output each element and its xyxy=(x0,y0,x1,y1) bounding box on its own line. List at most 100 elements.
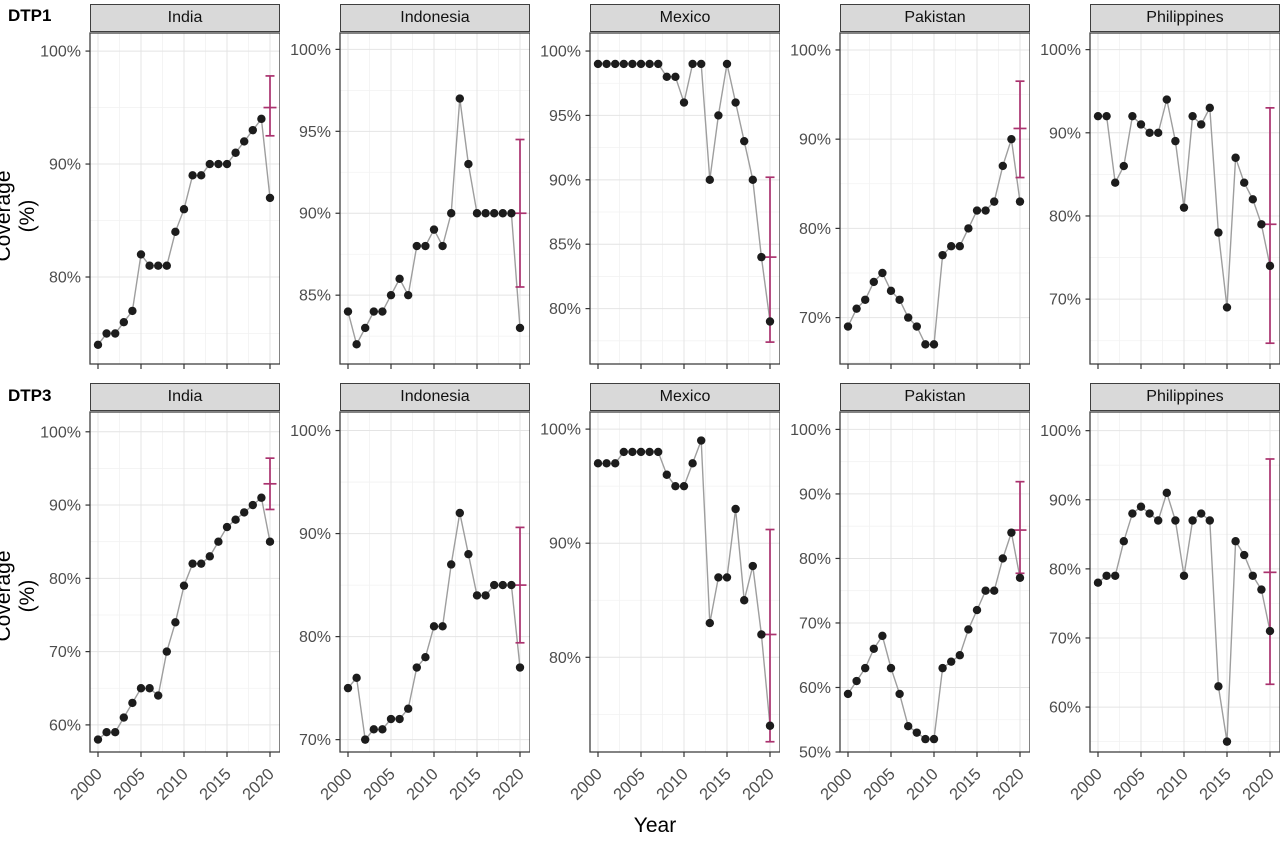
error-bar-2020 xyxy=(1013,80,1027,179)
data-point xyxy=(455,94,464,103)
data-point xyxy=(404,704,413,713)
data-point xyxy=(515,663,525,672)
data-point xyxy=(1231,537,1240,546)
data-point xyxy=(507,209,516,218)
data-point xyxy=(205,552,214,561)
x-tick-label: 2000 xyxy=(817,765,856,804)
x-tick-label: 2000 xyxy=(1067,765,1106,804)
data-point xyxy=(912,728,921,737)
data-point xyxy=(929,340,939,349)
data-point xyxy=(1162,488,1171,498)
x-tick-label: 2010 xyxy=(403,765,442,804)
data-point xyxy=(1222,737,1232,746)
data-point xyxy=(257,114,266,124)
data-point xyxy=(1214,228,1223,237)
data-point xyxy=(154,691,163,700)
error-bar-2020 xyxy=(763,176,777,343)
data-point xyxy=(361,735,370,744)
data-point xyxy=(369,725,378,734)
data-point xyxy=(1265,626,1275,636)
facet-dtp1-indonesia: Indonesia 100% 95% 90% 85% xyxy=(280,4,530,371)
facet-strip: Mexico xyxy=(590,4,780,32)
y-tick-label: 70% xyxy=(299,732,331,749)
data-point xyxy=(619,447,628,457)
facet-dtp1-philippines: Philippines 100% 90% 80% 70% xyxy=(1030,4,1280,371)
data-point xyxy=(343,683,353,693)
y-tick-label: 80% xyxy=(1049,561,1081,578)
data-point xyxy=(1162,95,1171,104)
data-point xyxy=(438,241,447,251)
data-point xyxy=(481,591,490,600)
y-tick-label: 80% xyxy=(49,571,81,588)
data-point xyxy=(404,290,413,300)
data-point xyxy=(1257,220,1266,229)
data-point xyxy=(240,508,249,517)
data-point xyxy=(602,459,611,468)
data-point xyxy=(343,307,353,316)
data-point xyxy=(1136,120,1146,129)
y-tick-label: 70% xyxy=(1049,630,1081,647)
data-point xyxy=(395,274,404,283)
data-point xyxy=(231,148,240,157)
data-point xyxy=(878,631,887,641)
y-tick-label: 90% xyxy=(1049,125,1081,142)
data-point xyxy=(1197,120,1206,129)
data-point xyxy=(1154,128,1163,137)
x-tick-label: 2010 xyxy=(653,765,692,804)
data-point xyxy=(352,340,361,349)
data-point xyxy=(731,98,740,107)
facet-strip: India xyxy=(90,383,280,411)
x-tick-label: 2015 xyxy=(446,765,485,804)
data-point xyxy=(972,605,982,615)
data-point xyxy=(179,581,189,590)
x-tick-label: 2010 xyxy=(1153,765,1192,804)
x-tick-label: 2015 xyxy=(696,765,735,804)
data-point xyxy=(843,322,853,331)
data-point xyxy=(645,447,654,457)
data-point xyxy=(679,481,689,491)
data-point xyxy=(904,313,913,322)
data-point xyxy=(955,651,964,660)
data-point xyxy=(136,684,146,693)
data-point xyxy=(369,307,378,316)
data-point xyxy=(1111,571,1120,580)
y-tick-label: 80% xyxy=(549,301,581,318)
data-point xyxy=(886,286,896,296)
data-point xyxy=(490,209,499,218)
data-point xyxy=(904,721,913,731)
panel-plot: 100% 90% 80% 70% xyxy=(290,411,530,757)
data-point xyxy=(378,725,387,734)
data-point xyxy=(248,500,257,510)
data-point xyxy=(895,295,904,304)
y-tick-label: 60% xyxy=(49,717,81,734)
y-tick-label: 70% xyxy=(1049,292,1081,309)
y-tick-label: 95% xyxy=(299,124,331,141)
data-point xyxy=(154,261,163,270)
data-point xyxy=(1136,502,1146,511)
data-point xyxy=(1171,136,1180,146)
facet-strip: India xyxy=(90,4,280,32)
data-point xyxy=(886,663,896,673)
data-point xyxy=(1188,111,1197,121)
y-tick-label: 60% xyxy=(799,680,831,697)
data-point xyxy=(111,728,120,737)
data-point xyxy=(611,59,620,69)
data-point xyxy=(1007,528,1016,537)
data-point xyxy=(214,159,223,169)
panel-plot: 100% 90% 80% 70% xyxy=(790,32,1030,369)
facet-dtp3-indonesia: Indonesia 100% 90% 80% 70% xyxy=(280,383,530,759)
data-point xyxy=(1188,516,1197,525)
data-point xyxy=(602,59,611,69)
data-point xyxy=(688,59,697,69)
data-point xyxy=(464,159,473,169)
data-point xyxy=(671,481,680,491)
data-point xyxy=(231,515,240,524)
data-point xyxy=(1197,509,1206,518)
data-point xyxy=(955,242,964,251)
error-bar-2020 xyxy=(263,457,277,511)
y-tick-label: 80% xyxy=(799,551,831,568)
x-tick-label: 2000 xyxy=(317,765,356,804)
error-bar-2020 xyxy=(1263,106,1277,345)
data-point xyxy=(136,250,146,259)
y-tick-label: 85% xyxy=(299,288,331,305)
